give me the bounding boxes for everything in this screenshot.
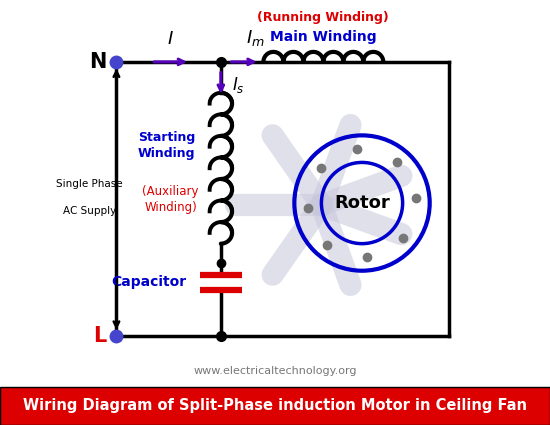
Text: Capacitor: Capacitor [111,275,186,289]
Text: $I_m$: $I_m$ [246,28,265,48]
Text: $I$: $I$ [167,30,174,48]
Text: Rotor: Rotor [334,194,390,212]
Text: AC Supply: AC Supply [63,206,116,216]
Text: $I_s$: $I_s$ [233,75,245,95]
Text: www.electricaltechnology.org: www.electricaltechnology.org [193,366,357,376]
Text: (Auxiliary
Winding): (Auxiliary Winding) [142,185,199,214]
Text: (Running Winding): (Running Winding) [257,11,389,24]
Text: Starting
Winding: Starting Winding [138,130,195,159]
Text: L: L [94,326,107,346]
Text: Single Phase: Single Phase [56,178,123,189]
FancyBboxPatch shape [0,387,550,425]
Text: Wiring Diagram of Split-Phase induction Motor in Ceiling Fan: Wiring Diagram of Split-Phase induction … [23,398,527,414]
Text: Main Winding: Main Winding [270,30,377,44]
Text: N: N [90,52,107,72]
